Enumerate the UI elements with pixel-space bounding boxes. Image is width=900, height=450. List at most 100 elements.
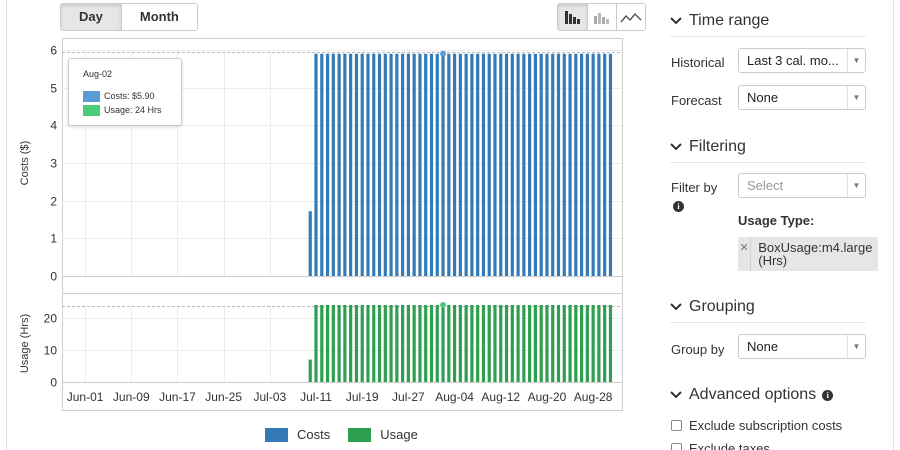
bar: [603, 305, 607, 382]
bar: [372, 53, 376, 276]
y-tick-label: 1: [50, 232, 57, 246]
usage-type-tag: ✕ BoxUsage:m4.large (Hrs): [738, 237, 878, 271]
bar: [447, 305, 451, 382]
forecast-select[interactable]: None ▼: [738, 85, 866, 110]
bar: [464, 53, 468, 276]
month-button[interactable]: Month: [120, 4, 197, 30]
bar: [603, 53, 607, 276]
exclude-subscription-label: Exclude subscription costs: [689, 418, 843, 433]
bar: [308, 211, 312, 276]
bar: [383, 305, 387, 382]
bar: [349, 305, 353, 382]
historical-select[interactable]: Last 3 cal. mo... ▼: [738, 48, 866, 73]
grouping-header[interactable]: Grouping: [670, 298, 866, 323]
bar: [325, 53, 330, 276]
legend-item-usage[interactable]: Usage: [348, 427, 418, 442]
bar: [447, 53, 451, 276]
bar-chart-button[interactable]: [558, 4, 587, 30]
filter-select[interactable]: Select ▼: [738, 173, 866, 198]
bar: [418, 305, 422, 382]
y-tick-label: 10: [44, 344, 58, 358]
legend-costs-swatch: [265, 427, 288, 442]
bar: [597, 53, 601, 276]
time-range-header[interactable]: Time range: [670, 12, 866, 37]
remove-tag-icon[interactable]: ✕: [738, 237, 752, 271]
bar: [516, 305, 520, 382]
y-tick-label: 5: [50, 82, 57, 96]
bar: [504, 53, 509, 276]
filter-by-label: Filter by: [671, 180, 718, 195]
hover-marker: [440, 302, 447, 308]
stacked-bar-chart-button[interactable]: [587, 4, 616, 30]
bar: [499, 53, 503, 276]
bar: [470, 305, 474, 382]
bar: [429, 305, 434, 382]
chart-type-toggle: [557, 3, 646, 31]
bar: [476, 305, 480, 382]
x-tick-label: Jun-25: [205, 390, 242, 404]
day-button[interactable]: Day: [61, 4, 121, 30]
bar: [331, 305, 335, 382]
y-tick-label: 20: [44, 312, 58, 326]
tooltip-costs-row: Costs: $5.90: [83, 89, 167, 103]
bar: [516, 53, 520, 276]
line-chart-button[interactable]: [616, 4, 645, 30]
bar: [320, 305, 324, 382]
filtering-header[interactable]: Filtering: [670, 138, 866, 163]
x-tick-label: Aug-12: [481, 390, 520, 404]
group-by-label: Group by: [671, 342, 725, 357]
forecast-value: None: [747, 90, 779, 105]
exclude-subscription-checkbox[interactable]: [671, 420, 682, 431]
bar: [377, 305, 382, 382]
bar: [597, 305, 601, 382]
info-icon[interactable]: i: [822, 389, 834, 401]
bar: [580, 53, 584, 276]
bar: [354, 53, 359, 276]
tooltip-costs-swatch: [83, 90, 100, 102]
forecast-label: Forecast: [671, 93, 722, 108]
bar: [395, 305, 399, 382]
tooltip-usage-swatch: [83, 104, 100, 116]
y-tick-label: 4: [50, 119, 57, 133]
tooltip-usage-text: Usage: 24 Hrs: [104, 105, 162, 115]
info-icon[interactable]: i: [673, 201, 684, 212]
tooltip-costs-text: Costs: $5.90: [104, 91, 155, 101]
bar: [320, 53, 324, 276]
exclude-subscription-option: Exclude subscription costs: [671, 418, 842, 433]
bar: [360, 53, 364, 276]
bar: [452, 53, 457, 276]
exclude-taxes-option: Exclude taxes: [671, 441, 770, 450]
bar: [574, 305, 578, 382]
bar: [424, 53, 428, 276]
x-tick-label: Aug-04: [435, 390, 474, 404]
x-tick-label: Jun-09: [113, 390, 150, 404]
bar: [568, 305, 572, 382]
bar: [608, 53, 613, 276]
bar: [435, 53, 439, 276]
time-range-title: Time range: [689, 12, 770, 29]
historical-value: Last 3 cal. mo...: [747, 53, 839, 68]
bar: [412, 305, 416, 382]
bar: [487, 53, 491, 276]
x-tick-label: Jul-03: [253, 390, 286, 404]
tooltip-usage-row: Usage: 24 Hrs: [83, 103, 167, 117]
bar: [528, 305, 532, 382]
bar: [401, 305, 405, 382]
bar: [354, 305, 359, 382]
grouping-title: Grouping: [689, 298, 755, 315]
bar: [493, 53, 497, 276]
bar: [464, 305, 468, 382]
legend-item-costs[interactable]: Costs: [265, 427, 330, 442]
bar: [343, 53, 347, 276]
chevron-down-icon: [670, 143, 684, 151]
settings-panel: Time range Historical Last 3 cal. mo... …: [670, 0, 878, 450]
bar: [337, 305, 341, 382]
hover-marker: [440, 50, 447, 57]
bar: [504, 305, 509, 382]
advanced-options-header[interactable]: Advanced options i: [670, 386, 866, 410]
group-by-select[interactable]: None ▼: [738, 334, 866, 359]
exclude-taxes-checkbox[interactable]: [671, 443, 682, 450]
chart-tooltip: Aug-02 Costs: $5.90 Usage: 24 Hrs: [68, 58, 182, 126]
bar: [493, 305, 497, 382]
bar: [441, 53, 445, 276]
